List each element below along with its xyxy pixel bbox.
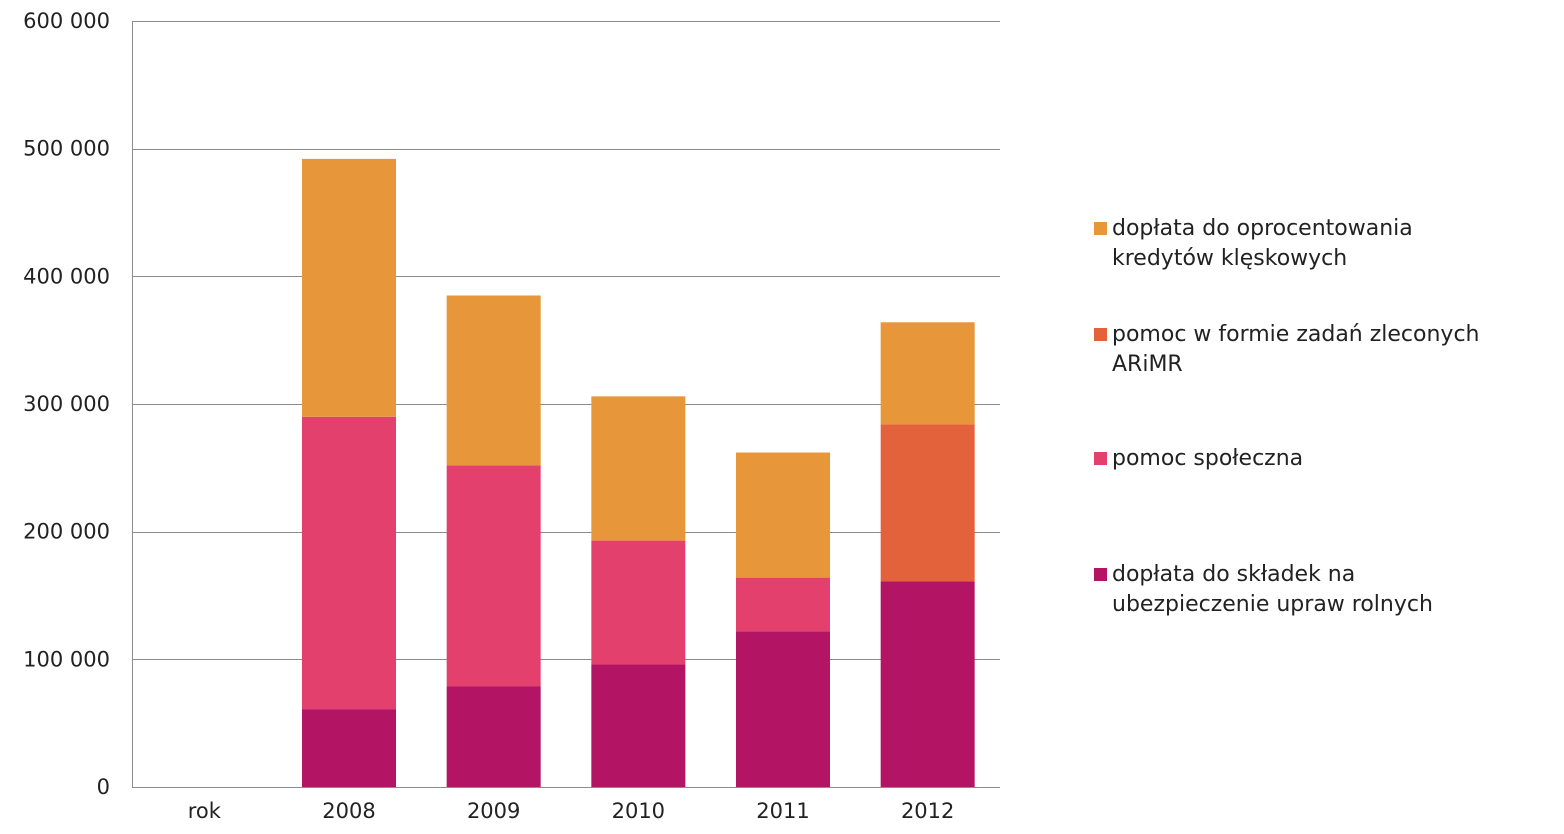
legend-label-line: dopłata do składek na [1112,562,1355,587]
y-tick-label: 300 000 [23,392,110,416]
y-tick-label: 500 000 [23,137,110,161]
bar-segment [591,396,686,541]
bar-segment [880,581,975,787]
bar-segment [736,577,830,632]
gridlines [132,21,1000,660]
legend-label: pomoc społeczna [1112,446,1303,471]
x-tick-label: 2009 [467,799,520,823]
bar-segment [736,452,830,578]
y-tick-label: 100 000 [23,647,110,671]
bar-segment [446,686,541,787]
bars [302,158,975,787]
axes [132,21,1000,788]
legend-swatch [1094,568,1107,581]
bar-segment [880,322,975,425]
x-tick-label: 2012 [901,799,954,823]
legend-label-line: dopłata do oprocentowania [1112,216,1413,241]
legend-swatch [1094,452,1107,465]
y-tick-label: 600 000 [23,9,110,33]
y-tick-labels: 0 100 000 200 000 300 000 400 000 500 000 600 … [23,9,110,799]
y-tick-label: 200 000 [23,520,110,544]
bar-segment [446,295,541,466]
x-tick-label: 2011 [756,799,809,823]
x-tick-label: 2008 [322,799,375,823]
x-tick-label: rok [188,799,222,823]
y-tick-label: 400 000 [23,264,110,288]
legend-label-line: ARiMR [1112,352,1183,377]
legend-label-line: ubezpieczenie upraw rolnych [1112,592,1433,617]
legend-swatch [1094,222,1107,235]
bar-segment [591,540,686,665]
bar-segment [591,664,686,787]
bar-segment [446,465,541,687]
bar-segment [736,631,830,787]
legend-label: dopłata do składek na ubezpieczenie upraw… [1112,562,1433,617]
x-tick-labels: rok 2008 2009 2010 2011 2012 [188,799,955,823]
legend-label-line: pomoc w formie zadań zleconych [1112,322,1480,347]
bar-segment [302,416,396,710]
legend: dopłata do oprocentowania kredytów klęsko… [1094,216,1480,617]
legend-label: pomoc w formie zadań zleconych ARiMR [1112,322,1480,377]
bar-segment [302,709,396,787]
legend-label: dopłata do oprocentowania kredytów klęsko… [1112,216,1413,271]
y-tick-label: 0 [97,775,110,799]
legend-label-line: pomoc społeczna [1112,446,1303,471]
x-tick-label: 2010 [612,799,665,823]
legend-label-line: kredytów klęskowych [1112,246,1347,271]
bar-segment [302,158,396,417]
bar-segment [880,424,975,582]
legend-swatch [1094,328,1107,341]
